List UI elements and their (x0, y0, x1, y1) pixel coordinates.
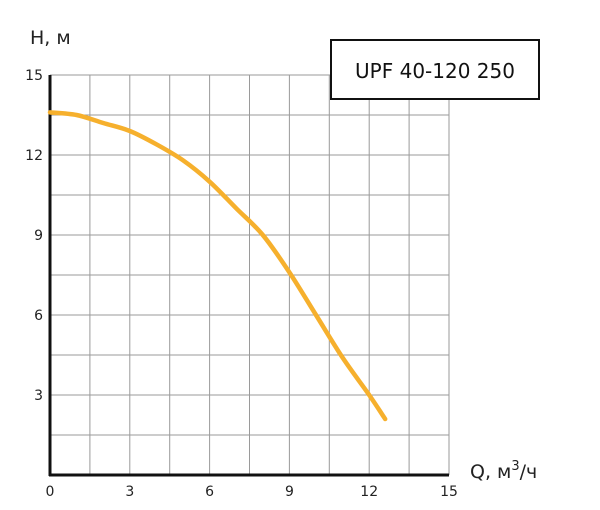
axes (48, 75, 449, 477)
grid (50, 74, 450, 475)
x-tick-label: 12 (360, 484, 378, 500)
y-tick-label: 15 (25, 68, 43, 84)
x-tick-label: 0 (46, 484, 55, 500)
y-axis-title: H, м (30, 27, 71, 49)
legend-box (330, 39, 540, 100)
x-tick-label: 3 (125, 484, 134, 500)
y-tick-labels: 3 6 9 12 15 (25, 68, 43, 404)
x-tick-label: 9 (285, 484, 294, 500)
legend-label: UPF 40-120 250 (355, 59, 515, 83)
series-layer (47, 110, 388, 422)
y-tick-label: 9 (34, 228, 43, 244)
legend: UPF 40-120 250 (330, 39, 540, 100)
x-axis-title: Q, м3/ч (470, 459, 537, 483)
x-tick-labels: 0 3 6 9 12 15 (46, 484, 458, 500)
x-tick-label: 6 (205, 484, 214, 500)
series-line (47, 110, 388, 422)
y-tick-label: 3 (34, 388, 43, 404)
x-tick-label: 15 (440, 484, 458, 500)
y-tick-label: 6 (34, 308, 43, 324)
y-tick-label: 12 (25, 148, 43, 164)
